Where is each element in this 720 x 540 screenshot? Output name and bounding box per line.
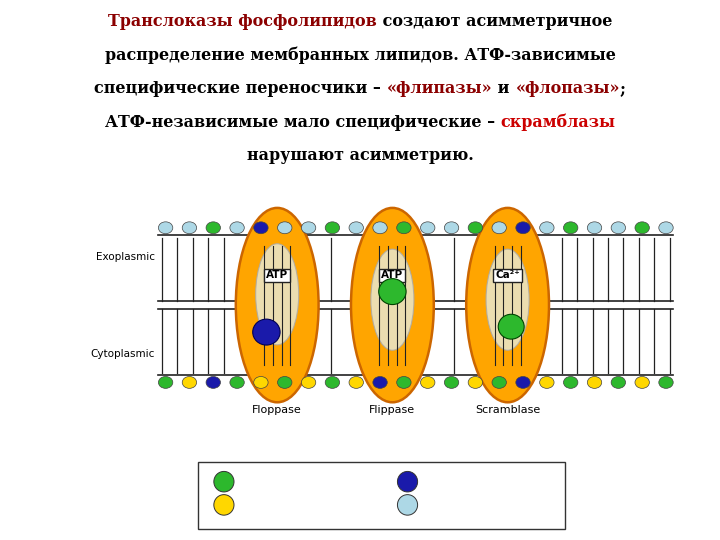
Text: phosphnatidycholine: phosphnatidycholine (423, 477, 526, 487)
Ellipse shape (444, 376, 459, 388)
Ellipse shape (397, 222, 411, 234)
Ellipse shape (492, 222, 506, 234)
Ellipse shape (230, 376, 244, 388)
Ellipse shape (158, 376, 173, 388)
Ellipse shape (564, 222, 578, 234)
Text: «флипазы»: «флипазы» (387, 80, 492, 97)
Text: скрамблазы: скрамблазы (500, 114, 616, 131)
Ellipse shape (588, 222, 602, 234)
Text: ATP: ATP (266, 271, 288, 280)
Ellipse shape (373, 376, 387, 388)
Ellipse shape (214, 471, 234, 492)
Ellipse shape (253, 222, 268, 234)
Text: phosphatidylethanolamine: phosphatidylethanolamine (240, 500, 371, 510)
Text: Транслоказы фосфолипидов: Транслоказы фосфолипидов (108, 14, 377, 30)
Ellipse shape (468, 222, 482, 234)
Ellipse shape (379, 279, 406, 305)
Ellipse shape (635, 376, 649, 388)
Ellipse shape (397, 376, 411, 388)
Ellipse shape (277, 222, 292, 234)
Text: Exoplasmic: Exoplasmic (96, 252, 155, 261)
Ellipse shape (492, 376, 506, 388)
Ellipse shape (214, 495, 234, 515)
Text: нарушают асимметрию.: нарушают асимметрию. (247, 147, 473, 164)
Text: Scramblase: Scramblase (475, 405, 540, 415)
Ellipse shape (659, 376, 673, 388)
Text: ;: ; (620, 80, 626, 97)
Text: создают асимметричное: создают асимметричное (377, 14, 612, 30)
Ellipse shape (468, 376, 482, 388)
Ellipse shape (498, 314, 524, 339)
Ellipse shape (373, 222, 387, 234)
Text: Floppase: Floppase (252, 405, 302, 415)
Text: специфические переносчики –: специфические переносчики – (94, 80, 387, 97)
Ellipse shape (397, 495, 418, 515)
Ellipse shape (206, 376, 220, 388)
Ellipse shape (325, 222, 340, 234)
Ellipse shape (420, 222, 435, 234)
Text: «флопазы»: «флопазы» (516, 80, 620, 97)
Text: и: и (492, 80, 516, 97)
Text: sphingolipid: sphingolipid (423, 500, 482, 510)
Text: Ca²⁺: Ca²⁺ (495, 271, 520, 280)
Ellipse shape (397, 471, 418, 492)
Ellipse shape (158, 222, 173, 234)
Ellipse shape (516, 222, 530, 234)
Ellipse shape (253, 319, 280, 345)
Ellipse shape (371, 249, 414, 350)
Ellipse shape (253, 376, 268, 388)
Ellipse shape (349, 376, 364, 388)
Ellipse shape (325, 376, 340, 388)
Ellipse shape (486, 249, 529, 350)
Ellipse shape (467, 208, 549, 402)
Ellipse shape (302, 222, 316, 234)
Ellipse shape (256, 244, 299, 345)
Ellipse shape (349, 222, 364, 234)
Ellipse shape (351, 208, 433, 402)
Ellipse shape (206, 222, 220, 234)
Text: phosphatidylserine: phosphatidylserine (240, 477, 333, 487)
Ellipse shape (659, 222, 673, 234)
Ellipse shape (564, 376, 578, 388)
Ellipse shape (588, 376, 602, 388)
Text: Flippase: Flippase (369, 405, 415, 415)
Text: ATP: ATP (382, 271, 403, 280)
Ellipse shape (235, 208, 318, 402)
Ellipse shape (182, 222, 197, 234)
Ellipse shape (611, 222, 626, 234)
Ellipse shape (230, 222, 244, 234)
Ellipse shape (635, 222, 649, 234)
FancyBboxPatch shape (198, 462, 565, 529)
Ellipse shape (611, 376, 626, 388)
Ellipse shape (540, 376, 554, 388)
Ellipse shape (444, 222, 459, 234)
Text: Cytoplasmic: Cytoplasmic (91, 349, 155, 359)
Ellipse shape (540, 222, 554, 234)
Ellipse shape (516, 376, 530, 388)
Text: распределение мембранных липидов. АТФ-зависимые: распределение мембранных липидов. АТФ-за… (104, 47, 616, 64)
Ellipse shape (420, 376, 435, 388)
Ellipse shape (302, 376, 316, 388)
Ellipse shape (277, 376, 292, 388)
Ellipse shape (182, 376, 197, 388)
Text: АТФ-независимые мало специфические –: АТФ-независимые мало специфические – (104, 114, 500, 131)
